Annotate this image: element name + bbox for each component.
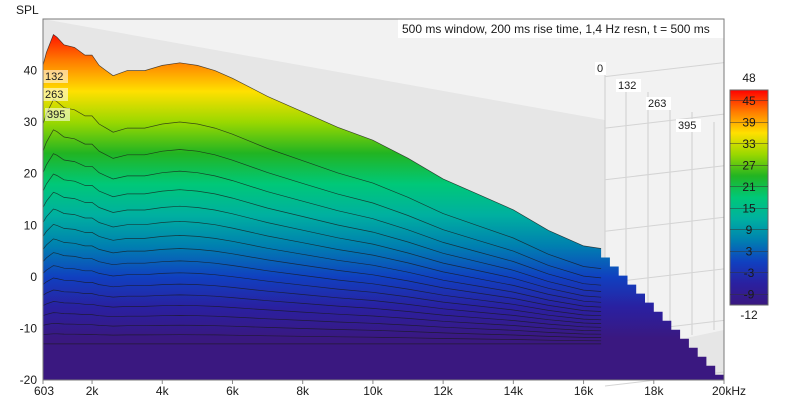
time-label: 395 [678,120,696,132]
time-label-box [676,119,701,132]
y-tick-label: 0 [30,270,37,284]
time-slice-line [43,322,602,338]
x-tick-label: 603 [34,384,54,398]
y-tick-label: -20 [20,373,38,387]
time-label-box [646,97,671,110]
time-slice-line [43,312,602,335]
colorbar-tick-label: 15 [742,201,756,215]
colorbar-tick-label: 33 [742,137,756,151]
time-label-box [595,62,606,75]
colorbar: 48 45 39 33 27 21 15 9 3 -3 -9 -12 [729,71,769,322]
x-tick-labels: 603 2k 4k 6k 8k 10k 12k 14k 16k 18k 20kHz [34,380,746,398]
y-tick-label: 10 [24,218,38,232]
colorbar-tick-label: 27 [742,158,756,172]
y-tick-label: 20 [24,167,38,181]
time-label: 0 [597,63,603,75]
colorbar-tick-label: 45 [742,94,756,108]
time-slice-line [43,252,602,317]
spectrum-area [43,34,724,380]
x-tick-label: 6k [226,384,240,398]
time-label-box [43,70,68,83]
time-slice-line [43,208,602,303]
time-slice-line [43,191,602,298]
x-tick-label: 8k [296,384,310,398]
time-label: 132 [618,80,636,92]
time-labels: 0 132 132 263 263 395 395 [43,62,701,132]
y-axis-title: SPL [16,3,39,17]
colorbar-tick-label: -9 [744,287,755,301]
back-wall [43,19,724,355]
colorbar-tick-label: 48 [742,71,756,85]
x-tick-label: 12k [433,384,453,398]
x-tick-label: 2k [86,384,100,398]
time-label-box [45,108,70,121]
colorbar-tick-label: 21 [742,180,756,194]
colorbar-tick-label: 39 [742,115,756,129]
time-slice-line [43,173,602,292]
y-tick-label: -10 [20,321,38,335]
y-tick-label: 30 [24,115,38,129]
time-slice-line [43,265,602,321]
x-tick-label: 20kHz [712,384,746,398]
time-slice-line [43,238,602,312]
time-slice-line [43,224,602,308]
x-tick-label: 10k [363,384,383,398]
chart-title: 500 ms window, 200 ms rise time, 1,4 Hz … [402,22,710,36]
x-tick-label: 18k [644,384,664,398]
time-slice-line [43,277,602,324]
time-slice-line [43,33,602,249]
y-tick-labels: 40 30 20 10 0 -10 -20 [20,64,38,387]
chart-title-box [398,19,724,38]
y-tick-label: 40 [24,64,38,78]
time-slice-line [43,99,602,269]
time-label-box [43,88,68,101]
time-slice-line [43,289,602,328]
time-label: 263 [648,98,666,110]
plot-body [43,33,724,380]
time-slice-line [43,333,602,342]
time-label-box [616,79,641,92]
x-tick-label: 14k [504,384,524,398]
colorbar-fill [729,89,769,306]
time-slice-line [43,301,602,332]
x-tick-label: 16k [574,384,594,398]
time-slice-line [43,129,602,279]
colorbar-tick-label: -12 [740,308,758,322]
colorbar-tick-label: -3 [744,266,755,280]
colorbar-tick-label: 3 [746,244,753,258]
x-tick-label: 4k [156,384,170,398]
time-slice-line [43,153,602,286]
time-label: 132 [45,71,63,83]
plot-frame [42,18,725,381]
time-label: 263 [45,89,63,101]
colorbar-tick-label: 9 [746,223,753,237]
time-label: 395 [47,109,65,121]
